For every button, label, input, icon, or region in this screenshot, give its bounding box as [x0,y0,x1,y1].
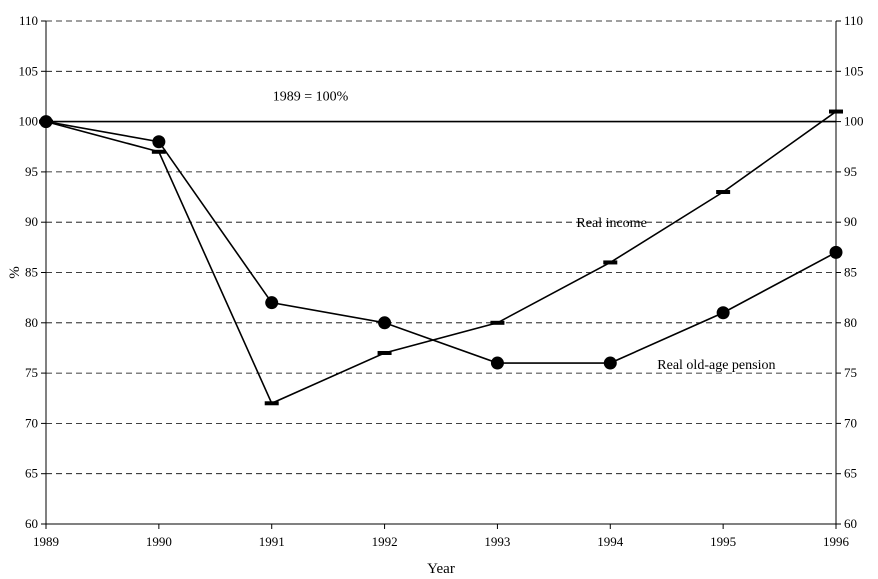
y-tick-label-left: 80 [25,315,38,330]
y-tick-label-right: 65 [844,466,857,481]
y-tick-label-right: 105 [844,63,864,78]
series [39,109,843,406]
point-real-income-1994 [603,260,618,265]
y-tick-label-left: 95 [25,164,38,179]
y-tick-label-right: 95 [844,164,857,179]
reference-line-label: 1989 = 100% [273,90,349,105]
point-real-income-1995 [716,190,731,195]
y-axis-title: % [7,266,23,279]
point-real-old-age-pension-1995 [716,306,730,320]
point-real-old-age-pension-1996 [829,245,843,259]
y-tick-label-right: 110 [844,13,863,28]
x-tick-label-1995: 1995 [710,534,736,549]
y-tick-label-left: 85 [25,265,38,280]
y-tick-label-right: 80 [844,315,857,330]
y-tick-label-left: 65 [25,466,38,481]
point-real-income-1992 [377,350,392,355]
gridlines [46,20,836,475]
y-tick-label-left: 105 [19,63,39,78]
series-line-real-old-age-pension [45,120,837,364]
point-real-old-age-pension-1990 [152,135,166,149]
point-real-income-1996 [829,109,843,114]
y-tick-label-right: 85 [844,265,857,280]
point-real-old-age-pension-1992 [378,316,392,330]
y-tick-label-left: 110 [19,13,38,28]
point-real-old-age-pension-1991 [265,296,279,310]
axis-ticks: 60 60 65 65 70 70 75 75 80 80 85 85 90 90 95 95 100 100 10… [19,13,864,549]
x-tick-label-1994: 1994 [597,534,624,549]
x-axis-title: Year [427,561,455,577]
y-tick-label-left: 60 [25,516,38,531]
series-line-real-income [45,110,837,405]
point-real-old-age-pension-1989 [39,115,53,129]
series-label-real-income: Real income [576,216,646,231]
point-real-old-age-pension-1993 [490,356,504,370]
y-tick-label-right: 60 [844,516,857,531]
y-tick-label-right: 70 [844,415,857,430]
x-tick-label-1990: 1990 [146,534,172,549]
y-tick-label-right: 100 [844,114,864,129]
series-label-real-old-age-pension: Real old-age pension [657,358,775,373]
y-tick-label-right: 75 [844,365,857,380]
y-tick-label-left: 70 [25,415,38,430]
x-tick-label-1992: 1992 [372,534,398,549]
y-tick-label-right: 90 [844,214,857,229]
point-real-income-1993 [490,320,505,325]
x-tick-label-1993: 1993 [484,534,510,549]
point-real-income-1991 [264,401,279,406]
x-tick-label-1989: 1989 [33,534,59,549]
point-real-income-1990 [151,149,166,154]
y-tick-label-left: 75 [25,365,38,380]
x-tick-label-1996: 1996 [823,534,850,549]
y-tick-label-left: 100 [19,114,39,129]
point-real-old-age-pension-1994 [603,356,617,370]
x-tick-label-1991: 1991 [259,534,285,549]
y-tick-label-left: 90 [25,214,38,229]
reference-line-group: 1989 = 100% [46,90,836,123]
series-labels: Real income Real old-age pension [576,216,775,373]
